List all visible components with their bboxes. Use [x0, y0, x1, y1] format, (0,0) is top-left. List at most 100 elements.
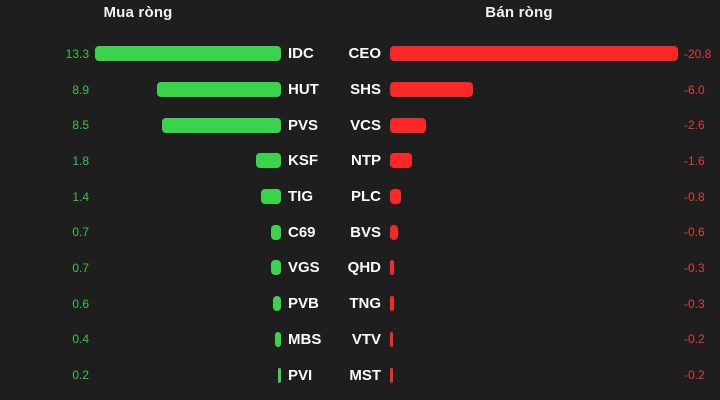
buy-value-label: 0.7	[72, 260, 89, 275]
buy-bar-track	[95, 82, 281, 98]
sell-bar-track	[390, 296, 678, 312]
buy-value-label: 8.5	[72, 118, 89, 133]
buy-ticker-label: PVS	[288, 116, 319, 134]
buy-value-label: 0.2	[72, 368, 89, 383]
buy-row-pvb: 0.6 PVB	[19, 286, 348, 322]
sell-ticker-label: VTV	[351, 330, 381, 348]
sell-bar-vtv[interactable]	[390, 331, 393, 347]
buy-row-pvs: 8.5 PVS	[19, 107, 348, 143]
buy-value-label: 13.3	[65, 46, 89, 61]
sell-bar-ntp[interactable]	[390, 153, 413, 169]
sell-ticker-label: MST	[349, 366, 381, 384]
sell-bar-qhd[interactable]	[390, 260, 395, 276]
buy-bar-track	[95, 117, 281, 133]
sell-bar-vcs[interactable]	[390, 117, 426, 133]
sell-bar-tng[interactable]	[390, 296, 395, 312]
sell-value-label: -0.8	[684, 189, 705, 204]
buy-bar-tig[interactable]	[261, 189, 281, 205]
sell-row-bvs: BVS -0.6	[339, 214, 720, 250]
sell-value-label: -2.6	[684, 118, 705, 133]
buy-value-label: 0.4	[72, 332, 89, 347]
sell-row-mst: MST -0.2	[339, 357, 720, 393]
buy-bar-track	[95, 224, 281, 240]
buy-ticker-label: PVI	[288, 366, 313, 384]
buy-bar-track	[95, 260, 281, 276]
buy-panel-title: Mua ròng	[103, 4, 173, 21]
sell-row-shs: SHS -6.0	[339, 72, 720, 108]
buy-ticker-label: C69	[288, 223, 316, 241]
buy-row-mbs: 0.4 MBS	[19, 322, 348, 358]
sell-bar-track	[390, 367, 678, 383]
buy-ticker-label: TIG	[288, 188, 313, 206]
buy-ticker-label: HUT	[288, 81, 319, 99]
sell-value-label: -0.3	[684, 296, 705, 311]
buy-bar-track	[95, 296, 281, 312]
buy-value-label: 0.6	[72, 296, 89, 311]
sell-value-label: -0.2	[684, 368, 705, 383]
sell-bar-shs[interactable]	[390, 82, 474, 98]
sell-row-ceo: CEO -20.8	[339, 36, 720, 72]
sell-panel-title: Bán ròng	[485, 4, 553, 21]
buy-value-label: 1.4	[72, 189, 89, 204]
buy-row-c69: 0.7 C69	[19, 214, 348, 250]
buy-row-pvi: 0.2 PVI	[19, 357, 348, 393]
sell-bar-track	[390, 189, 678, 205]
sell-row-plc: PLC -0.8	[339, 179, 720, 215]
sell-ticker-label: NTP	[351, 152, 381, 170]
sell-bar-track	[390, 117, 678, 133]
sell-value-label: -20.8	[684, 46, 712, 61]
sell-ticker-label: BVS	[350, 223, 381, 241]
buy-value-label: 1.8	[72, 153, 89, 168]
buy-bar-mbs[interactable]	[275, 331, 281, 347]
sell-ticker-label: QHD	[347, 259, 381, 277]
sell-bar-track	[390, 331, 678, 347]
sell-bar-track	[390, 46, 678, 62]
sell-row-tng: TNG -0.3	[339, 286, 720, 322]
sell-value-label: -0.3	[684, 260, 705, 275]
buy-ticker-label: PVB	[288, 295, 319, 313]
sell-ticker-label: PLC	[351, 188, 381, 206]
sell-bar-track	[390, 224, 678, 240]
sell-ticker-label: TNG	[349, 295, 381, 313]
sell-value-label: -6.0	[684, 82, 705, 97]
buy-row-tig: 1.4 TIG	[19, 179, 348, 215]
sell-value-label: -0.2	[684, 332, 705, 347]
sell-ticker-label: SHS	[350, 81, 381, 99]
buy-panel: 13.3 IDC 8.9 HUT 8.5 PVS 1.8 KSF 1.4 TIG 0.7 C69 0.7…	[19, 36, 348, 393]
sell-bar-plc[interactable]	[390, 189, 402, 205]
buy-bar-vgs[interactable]	[271, 260, 281, 276]
sell-bar-track	[390, 82, 678, 98]
buy-bar-track	[95, 46, 281, 62]
buy-ticker-label: MBS	[288, 330, 322, 348]
sell-value-label: -0.6	[684, 225, 705, 240]
buy-bar-pvs[interactable]	[162, 117, 281, 133]
sell-bar-ceo[interactable]	[390, 46, 678, 62]
sell-row-vtv: VTV -0.2	[339, 322, 720, 358]
sell-row-qhd: QHD -0.3	[339, 250, 720, 286]
sell-row-vcs: VCS -2.6	[339, 107, 720, 143]
sell-panel: CEO -20.8 SHS -6.0 VCS -2.6 NTP -1.6 PLC -0.8 BVS -…	[339, 36, 720, 393]
sell-bar-bvs[interactable]	[390, 224, 399, 240]
buy-value-label: 0.7	[72, 225, 89, 240]
buy-bar-track	[95, 189, 281, 205]
buy-row-hut: 8.9 HUT	[19, 72, 348, 108]
sell-bar-track	[390, 153, 678, 169]
sell-bar-mst[interactable]	[390, 367, 393, 383]
buy-bar-idc[interactable]	[95, 46, 281, 62]
buy-bar-pvi[interactable]	[278, 367, 281, 383]
sell-ticker-label: CEO	[348, 45, 381, 63]
sell-bar-track	[390, 260, 678, 276]
buy-value-label: 8.9	[72, 82, 89, 97]
buy-ticker-label: VGS	[288, 259, 320, 277]
buy-row-ksf: 1.8 KSF	[19, 143, 348, 179]
sell-ticker-label: VCS	[350, 116, 381, 134]
buy-bar-track	[95, 331, 281, 347]
buy-ticker-label: IDC	[288, 45, 314, 63]
buy-bar-c69[interactable]	[271, 224, 281, 240]
sell-row-ntp: NTP -1.6	[339, 143, 720, 179]
buy-bar-pvb[interactable]	[272, 296, 281, 312]
buy-ticker-label: KSF	[288, 152, 318, 170]
buy-bar-ksf[interactable]	[255, 153, 281, 169]
buy-bar-hut[interactable]	[156, 82, 281, 98]
